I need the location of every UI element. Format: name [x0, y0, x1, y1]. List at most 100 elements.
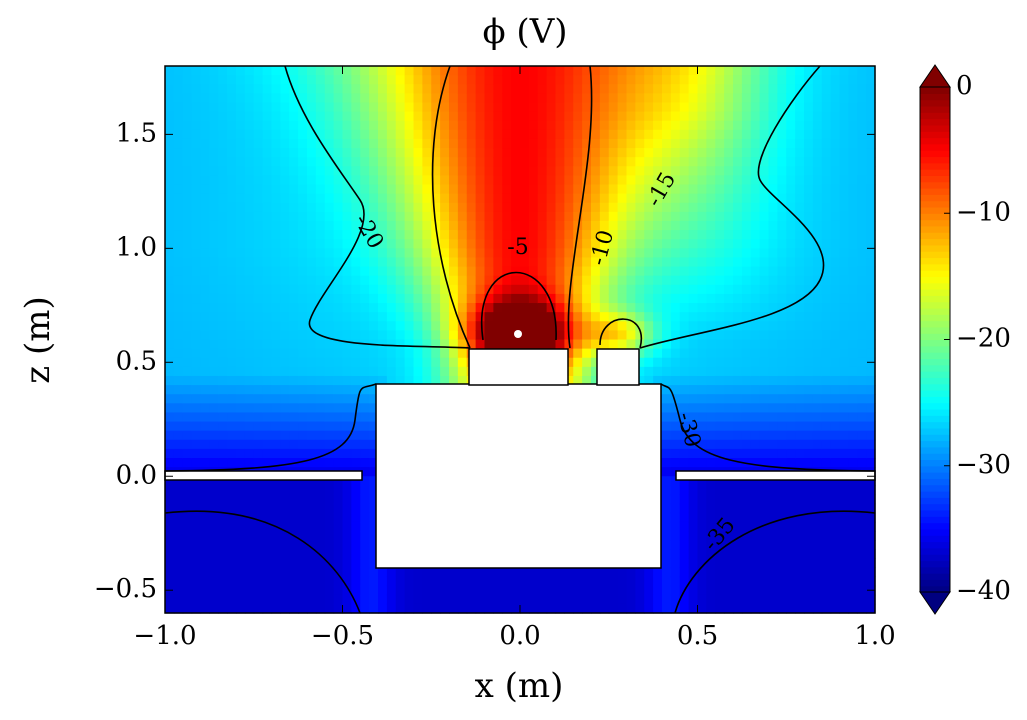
field-cell: [804, 339, 814, 350]
field-cell: [724, 421, 734, 432]
field-cell: [768, 184, 778, 195]
field-cell: [386, 366, 397, 377]
field-cell: [537, 603, 548, 614]
field-cell: [715, 175, 725, 186]
conductor: [375, 383, 662, 569]
field-cell: [333, 230, 344, 240]
field-cell: [830, 439, 841, 450]
field-cell: [280, 403, 290, 414]
field-cell: [608, 303, 619, 313]
field-cell: [679, 403, 690, 414]
field-cell: [333, 476, 344, 486]
field-cell: [670, 558, 681, 569]
field-cell: [839, 439, 849, 450]
field-cell: [351, 439, 361, 450]
field-cell: [724, 93, 734, 104]
field-cell: [830, 266, 841, 277]
field-cell: [830, 166, 841, 176]
field-cell: [786, 102, 796, 113]
field-cell: [821, 458, 832, 468]
colorbar-cell: [920, 585, 950, 593]
field-cell: [386, 148, 397, 158]
field-cell: [546, 312, 557, 322]
field-cell: [466, 220, 477, 231]
field-cell: [236, 120, 246, 131]
field-cell: [768, 157, 778, 167]
field-cell: [795, 585, 805, 596]
field-cell: [591, 303, 601, 313]
field-cell: [511, 576, 521, 587]
colorbar-cell: [920, 143, 950, 151]
field-cell: [830, 512, 841, 523]
field-cell: [688, 138, 699, 149]
field-cell: [182, 157, 193, 167]
field-cell: [360, 248, 370, 259]
field-cell: [830, 84, 841, 94]
field-cell: [502, 585, 512, 596]
field-cell: [591, 339, 601, 350]
field-cell: [333, 75, 344, 85]
field-cell: [422, 84, 432, 94]
field-cell: [733, 530, 743, 541]
field-cell: [315, 585, 326, 596]
field-cell: [289, 403, 299, 414]
field-cell: [280, 330, 290, 341]
field-cell: [395, 66, 406, 76]
field-cell: [475, 193, 486, 204]
field-cell: [724, 239, 734, 249]
field-cell: [333, 567, 344, 578]
field-cell: [289, 84, 299, 94]
field-cell: [511, 93, 521, 104]
field-cell: [733, 503, 743, 514]
field-cell: [209, 148, 219, 158]
field-cell: [857, 111, 867, 122]
field-cell: [244, 421, 255, 432]
field-cell: [688, 148, 699, 158]
field-cell: [857, 102, 867, 113]
field-cell: [475, 576, 486, 587]
field-cell: [750, 366, 761, 377]
colorbar-cell: [920, 307, 950, 315]
field-cell: [573, 339, 583, 350]
field-cell: [768, 102, 778, 113]
field-cell: [591, 102, 601, 113]
field-cell: [653, 166, 663, 176]
field-cell: [502, 257, 512, 268]
field-cell: [724, 102, 734, 113]
field-cell: [679, 339, 690, 350]
field-cell: [413, 138, 423, 149]
field-cell: [821, 503, 832, 514]
field-cell: [342, 230, 352, 240]
field-cell: [546, 84, 557, 94]
field-cell: [644, 312, 654, 322]
field-cell: [280, 476, 290, 486]
field-cell: [635, 66, 645, 76]
colorbar-cell: [920, 522, 950, 530]
field-cell: [724, 230, 734, 240]
field-cell: [253, 330, 264, 341]
field-cell: [839, 266, 849, 277]
field-cell: [165, 403, 175, 414]
field-cell: [741, 75, 752, 85]
field-cell: [307, 202, 317, 213]
field-cell: [573, 576, 583, 587]
field-cell: [688, 448, 699, 459]
field-cell: [475, 220, 486, 231]
field-cell: [324, 439, 335, 450]
field-cell: [617, 220, 628, 231]
field-cell: [733, 348, 743, 359]
field-cell: [511, 312, 521, 322]
field-cell: [546, 111, 557, 122]
field-cell: [253, 567, 264, 578]
field-cell: [280, 521, 290, 532]
field-cell: [821, 75, 832, 85]
field-cell: [200, 303, 210, 313]
field-cell: [333, 84, 344, 94]
field-cell: [271, 166, 281, 176]
field-cell: [653, 211, 663, 222]
field-cell: [484, 576, 494, 587]
field-cell: [449, 312, 459, 322]
contour-line: [660, 383, 876, 472]
field-cell: [449, 220, 459, 231]
field-cell: [289, 385, 299, 395]
